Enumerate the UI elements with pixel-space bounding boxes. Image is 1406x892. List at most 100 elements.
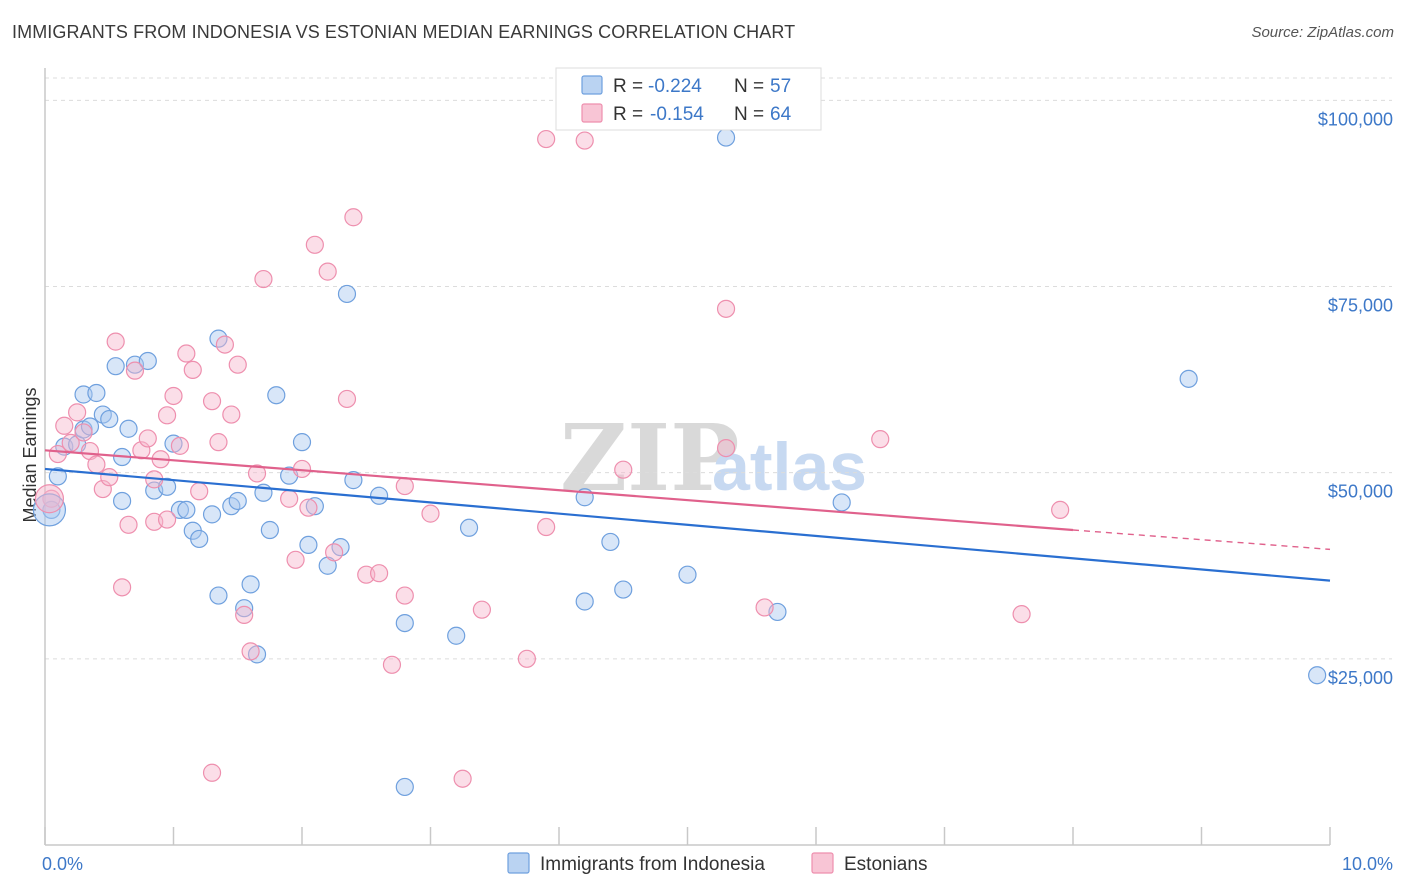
point-estonians-57	[755, 598, 774, 617]
point-estonians-53	[575, 131, 594, 150]
point-indonesia-55	[1308, 666, 1327, 685]
point-indonesia-45	[459, 518, 479, 537]
point-estonians-29	[228, 355, 247, 374]
point-estonians-42	[344, 208, 363, 227]
point-indonesia-36	[299, 535, 318, 555]
point-estonians-62	[453, 769, 472, 788]
point-indonesia-20	[177, 500, 196, 520]
y-tick-label-1: $50,000	[1328, 482, 1393, 502]
point-estonians-59	[1012, 605, 1031, 624]
point-indonesia-13	[119, 419, 138, 438]
point-indonesia-50	[678, 565, 697, 584]
legend-r-value-estonians: -0.154	[650, 104, 704, 125]
legend-swatch-indonesia	[581, 75, 603, 95]
point-indonesia-47	[575, 592, 594, 611]
point-estonians-11	[112, 578, 132, 597]
point-estonians-1	[48, 444, 67, 464]
point-estonians-51	[537, 517, 556, 537]
point-estonians-61	[202, 763, 222, 782]
point-indonesia-53	[832, 493, 851, 512]
source-label: Source: ZipAtlas.com	[1251, 24, 1394, 41]
point-indonesia-56	[395, 777, 414, 797]
point-indonesia-27	[228, 491, 247, 511]
point-estonians-20	[164, 386, 183, 406]
point-estonians-37	[299, 498, 318, 517]
point-estonians-48	[421, 504, 440, 523]
point-estonians-12	[119, 515, 138, 534]
watermark-atlas: atlas	[712, 429, 867, 505]
point-estonians-5	[74, 423, 93, 442]
legend-n-value-estonians: 64	[770, 104, 792, 125]
point-estonians-34	[280, 489, 299, 508]
data-points	[32, 128, 1327, 797]
y-axis-title: Median Earnings	[20, 387, 40, 522]
point-estonians-33	[254, 269, 273, 289]
point-estonians-7	[87, 455, 106, 474]
legend-n-value-indonesia: 57	[770, 76, 791, 97]
point-estonians-30	[235, 605, 254, 625]
point-indonesia-48	[601, 532, 620, 552]
point-indonesia-37	[305, 497, 324, 516]
legend-n-label-estonians: N =	[734, 104, 764, 125]
y-tick-label-3: $100,000	[1318, 109, 1393, 129]
point-estonians-56	[716, 299, 736, 318]
point-indonesia-43	[395, 613, 414, 633]
point-estonians-25	[202, 392, 222, 411]
point-indonesia-54	[1179, 369, 1198, 388]
point-estonians-39	[318, 262, 337, 281]
point-indonesia-25	[209, 586, 228, 605]
point-indonesia-15	[138, 351, 157, 371]
trend-line-estonians-extension	[1072, 529, 1331, 551]
watermark-zip: ZIP	[560, 404, 739, 512]
point-estonians-60	[1051, 500, 1070, 520]
legend-swatch-estonians	[581, 103, 603, 123]
trend-line-estonians	[44, 449, 1074, 532]
point-indonesia-12	[112, 491, 132, 511]
point-indonesia-7	[87, 383, 106, 403]
point-estonians-28	[222, 405, 241, 424]
point-indonesia-33	[267, 386, 286, 405]
point-estonians-55	[716, 438, 736, 458]
legend-r-label-indonesia: R =	[613, 76, 643, 97]
chart-title: IMMIGRANTS FROM INDONESIA VS ESTONIAN ME…	[12, 22, 796, 42]
point-indonesia-40	[337, 284, 357, 304]
point-estonians-9	[100, 468, 119, 487]
y-tick-label-2: $75,000	[1328, 296, 1393, 316]
point-indonesia-29	[241, 575, 260, 594]
point-indonesia-22	[190, 529, 209, 549]
axes	[44, 68, 1331, 846]
point-estonians-24	[190, 482, 209, 501]
x-tick-label-min: 0.0%	[42, 854, 83, 874]
y-tick-labels: $25,000 $50,000 $75,000 $100,000	[1318, 109, 1393, 687]
x-tick-labels: 0.0% 10.0%	[42, 854, 1393, 874]
watermark: ZIP atlas	[560, 404, 867, 512]
point-indonesia-1	[48, 467, 67, 486]
point-indonesia-19	[170, 500, 190, 520]
point-estonians-13	[125, 361, 145, 380]
legend-n-label-indonesia: N =	[734, 76, 764, 97]
legend-bottom: Immigrants from Indonesia Estonians	[507, 852, 927, 875]
point-estonians-27	[215, 335, 234, 354]
point-indonesia-10	[106, 357, 125, 376]
point-estonians-21	[170, 436, 190, 455]
point-estonians-19	[157, 406, 177, 425]
point-estonians-4	[68, 403, 87, 422]
point-estonians-58	[871, 430, 890, 449]
point-estonians-35	[286, 550, 305, 569]
bottom-legend-swatch-indonesia	[507, 852, 530, 874]
point-indonesia-51	[716, 128, 736, 147]
trend-lines	[44, 449, 1331, 582]
legend-r-value-indonesia: -0.224	[648, 76, 702, 97]
point-estonians-40	[325, 543, 344, 562]
legend-top: R = -0.224 N = 57 R = -0.154 N = 64	[555, 67, 822, 131]
point-indonesia-23	[202, 505, 222, 524]
y-tick-label-0: $25,000	[1328, 668, 1393, 688]
point-estonians-26	[209, 433, 228, 452]
x-tick-label-max: 10.0%	[1342, 854, 1393, 874]
point-indonesia-9	[100, 409, 119, 429]
point-estonians-23	[183, 360, 202, 380]
point-estonians-47	[395, 586, 414, 605]
bottom-legend-label-indonesia: Immigrants from Indonesia	[540, 854, 765, 875]
point-estonians-2	[55, 416, 74, 435]
